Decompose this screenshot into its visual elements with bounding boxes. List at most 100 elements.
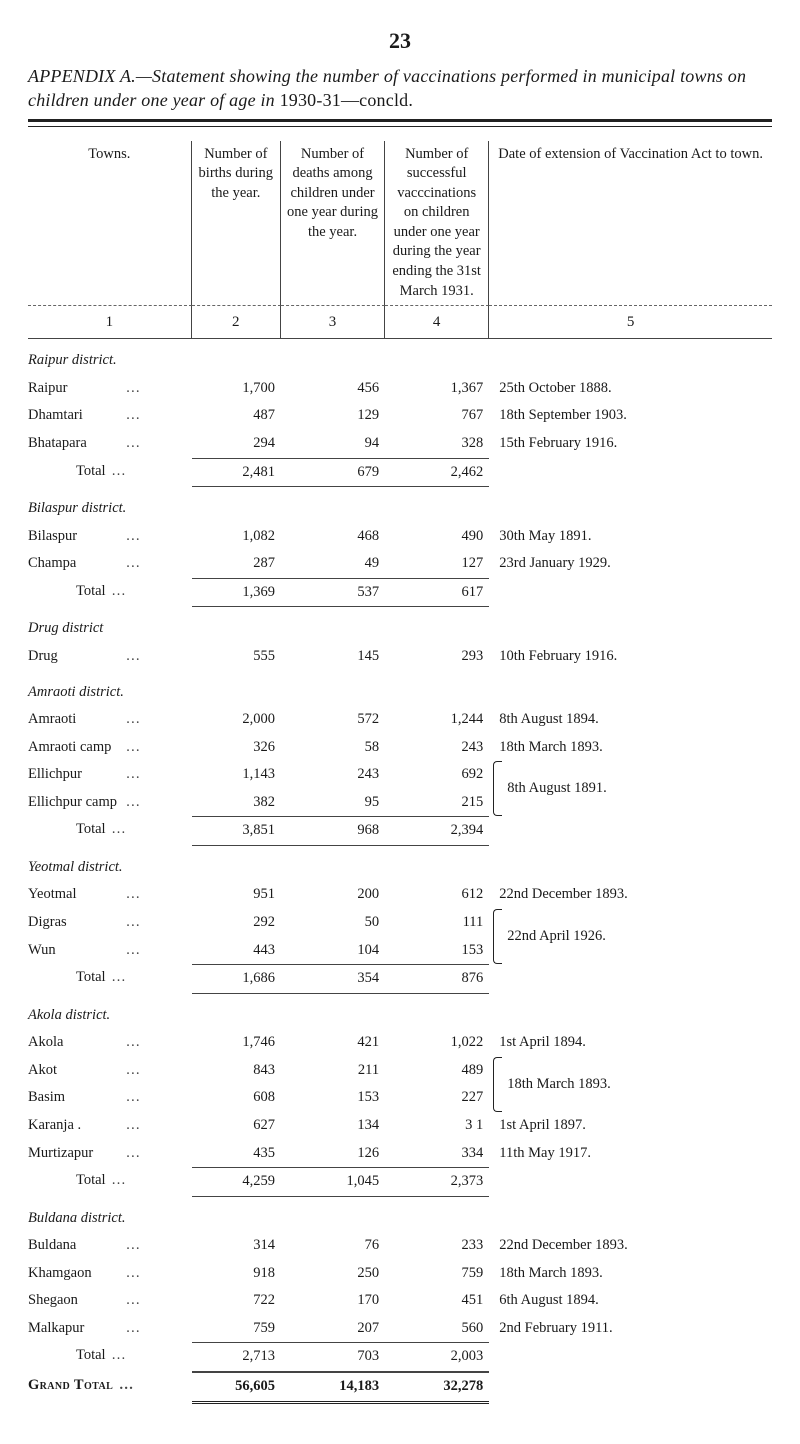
cell-extension: 22nd December 1893. — [489, 1232, 772, 1260]
table-row: Amraoti …2,0005721,2448th August 1894. — [28, 706, 772, 734]
cell-deaths: 50 — [281, 909, 385, 937]
title-tail: 1930-31—concld. — [280, 90, 413, 110]
cell-extension: 2nd February 1911. — [489, 1315, 772, 1343]
row-label: Yeotmal … — [28, 881, 192, 909]
cell-extension: 25th October 1888. — [489, 375, 772, 403]
total-ext-blank — [489, 578, 772, 608]
col-header-towns: Towns. — [28, 141, 192, 306]
cell-deaths: 94 — [281, 430, 385, 458]
total-success: 2,394 — [385, 816, 489, 846]
row-label: Dhamtari … — [28, 402, 192, 430]
table-row: Buldana …3147623322nd December 1893. — [28, 1232, 772, 1260]
section-head: Akola district. — [28, 994, 772, 1030]
cell-extension: 22nd December 1893. — [489, 881, 772, 909]
col-num-3: 3 — [281, 305, 385, 339]
table-row: Ellichpur …1,1432436928th August 1891. — [28, 761, 772, 789]
section-total: Total …4,2591,0452,373 — [28, 1167, 772, 1197]
page-number: 23 — [28, 28, 772, 54]
cell-births: 294 — [192, 430, 281, 458]
cell-success: 490 — [385, 523, 489, 551]
row-label: Amraoti … — [28, 706, 192, 734]
cell-births: 1,746 — [192, 1029, 281, 1057]
cell-deaths: 250 — [281, 1260, 385, 1288]
cell-deaths: 243 — [281, 761, 385, 789]
cell-births: 759 — [192, 1315, 281, 1343]
total-births: 4,259 — [192, 1167, 281, 1197]
cell-deaths: 104 — [281, 937, 385, 965]
table-row: Champa …2874912723rd January 1929. — [28, 550, 772, 578]
total-label: Total … — [28, 816, 192, 846]
total-ext-blank — [489, 816, 772, 846]
cell-births: 435 — [192, 1140, 281, 1168]
cell-deaths: 211 — [281, 1057, 385, 1085]
cell-births: 443 — [192, 937, 281, 965]
cell-success: 1,244 — [385, 706, 489, 734]
table-body: Raipur district.Raipur …1,7004561,36725t… — [28, 339, 772, 1403]
cell-births: 2,000 — [192, 706, 281, 734]
total-deaths: 1,045 — [281, 1167, 385, 1197]
section-head-label: Akola district. — [28, 994, 772, 1030]
cell-success: 489 — [385, 1057, 489, 1085]
total-deaths: 679 — [281, 458, 385, 488]
cell-success: 243 — [385, 734, 489, 762]
cell-extension: 18th September 1903. — [489, 402, 772, 430]
cell-extension: 11th May 1917. — [489, 1140, 772, 1168]
total-label: Total … — [28, 578, 192, 608]
total-success: 2,373 — [385, 1167, 489, 1197]
total-deaths: 968 — [281, 816, 385, 846]
cell-births: 627 — [192, 1112, 281, 1140]
cell-success: 1,367 — [385, 375, 489, 403]
cell-success: 759 — [385, 1260, 489, 1288]
cell-births: 555 — [192, 643, 281, 671]
cell-births: 918 — [192, 1260, 281, 1288]
cell-births: 722 — [192, 1287, 281, 1315]
col-header-success: Number of successful vacccinations on ch… — [385, 141, 489, 306]
cell-births: 608 — [192, 1084, 281, 1112]
table-row: Khamgaon …91825075918th March 1893. — [28, 1260, 772, 1288]
cell-deaths: 421 — [281, 1029, 385, 1057]
col-header-ext: Date of extension of Vaccination Act to … — [489, 141, 772, 306]
row-label: Bhatapara … — [28, 430, 192, 458]
row-label: Buldana … — [28, 1232, 192, 1260]
cell-deaths: 468 — [281, 523, 385, 551]
cell-success: 111 — [385, 909, 489, 937]
cell-extension: 18th March 1893. — [489, 1260, 772, 1288]
row-label: Champa … — [28, 550, 192, 578]
cell-success: 612 — [385, 881, 489, 909]
total-success: 876 — [385, 964, 489, 994]
cell-deaths: 134 — [281, 1112, 385, 1140]
total-births: 3,851 — [192, 816, 281, 846]
row-label: Malkapur … — [28, 1315, 192, 1343]
cell-deaths: 129 — [281, 402, 385, 430]
section-head: Bilaspur district. — [28, 487, 772, 523]
total-deaths: 537 — [281, 578, 385, 608]
cell-deaths: 200 — [281, 881, 385, 909]
section-total: Total …2,7137032,003 — [28, 1342, 772, 1372]
grand-total-births: 56,605 — [192, 1372, 281, 1404]
total-deaths: 354 — [281, 964, 385, 994]
cell-deaths: 207 — [281, 1315, 385, 1343]
cell-success: 334 — [385, 1140, 489, 1168]
table-row: Digras …2925011122nd April 1926. — [28, 909, 772, 937]
table-row: Bilaspur …1,08246849030th May 1891. — [28, 523, 772, 551]
cell-success: 233 — [385, 1232, 489, 1260]
cell-deaths: 145 — [281, 643, 385, 671]
section-head: Yeotmal district. — [28, 846, 772, 882]
row-label: Basim … — [28, 1084, 192, 1112]
total-label: Total … — [28, 1167, 192, 1197]
cell-extension: 8th August 1894. — [489, 706, 772, 734]
row-label: Khamgaon … — [28, 1260, 192, 1288]
row-label: Drug … — [28, 643, 192, 671]
cell-deaths: 58 — [281, 734, 385, 762]
cell-success: 767 — [385, 402, 489, 430]
row-label: Digras … — [28, 909, 192, 937]
cell-births: 382 — [192, 789, 281, 817]
cell-success: 328 — [385, 430, 489, 458]
cell-extension: 1st April 1894. — [489, 1029, 772, 1057]
total-deaths: 703 — [281, 1342, 385, 1372]
section-head-label: Yeotmal district. — [28, 846, 772, 882]
total-ext-blank — [489, 1167, 772, 1197]
table-row: Bhatapara …2949432815th February 1916. — [28, 430, 772, 458]
section-head-label: Raipur district. — [28, 339, 772, 375]
grand-total-ext-blank — [489, 1372, 772, 1404]
